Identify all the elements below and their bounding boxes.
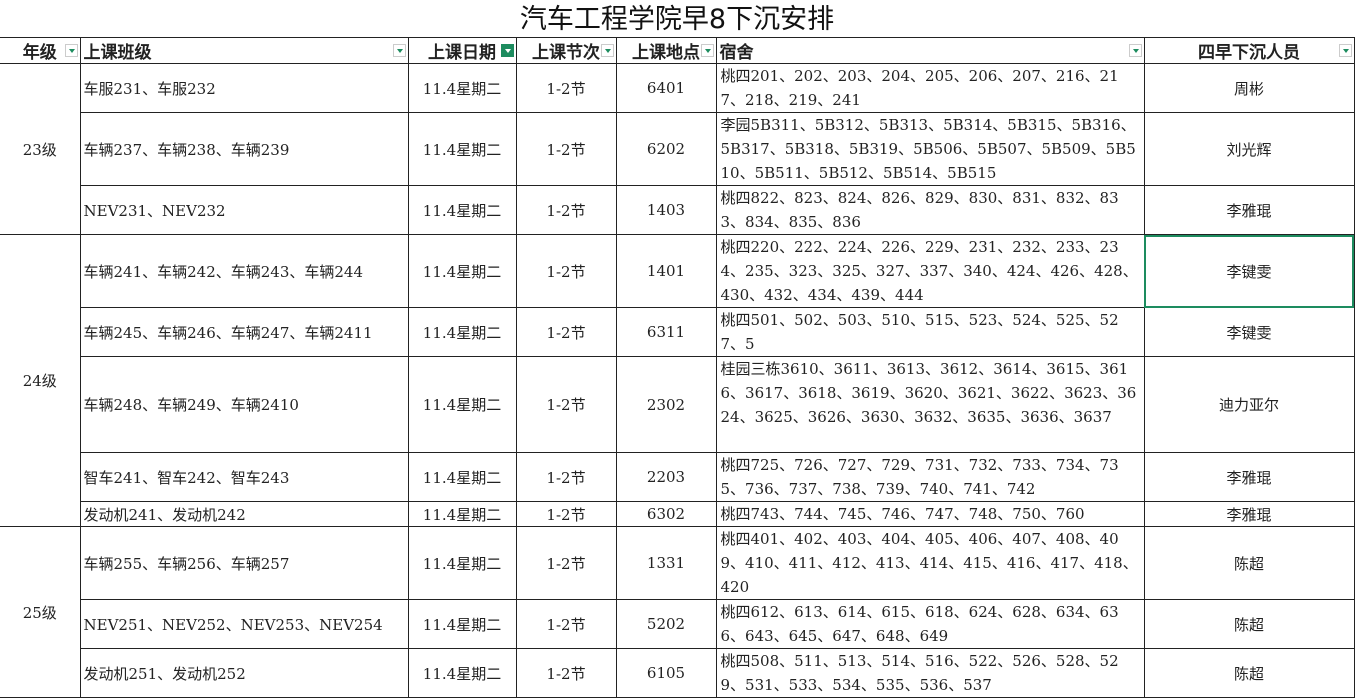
dorm-cell[interactable]: 桃四220、222、224、226、229、231、232、233、234、23… <box>715 234 1145 308</box>
period-cell[interactable]: 1-2节 <box>515 452 617 502</box>
class-cell[interactable]: 发动机251、发动机252 <box>79 648 409 698</box>
period-cell[interactable]: 1-2节 <box>515 599 617 649</box>
class-cell[interactable]: 发动机241、发动机242 <box>79 501 409 527</box>
filter-dropdown-icon[interactable] <box>64 44 78 57</box>
date-cell[interactable]: 11.4星期二 <box>407 63 517 113</box>
filter-dropdown-icon[interactable] <box>700 44 714 57</box>
staff-cell[interactable]: 周彬 <box>1143 63 1355 113</box>
header-dorm[interactable]: 宿舍 <box>715 37 1145 64</box>
date-cell[interactable]: 11.4星期二 <box>407 185 517 235</box>
table-row: 23级 车服231、车服232 11.4星期二 1-2节 6401 桃四201、202、2… <box>0 63 1355 235</box>
header-grade[interactable]: 年级 <box>0 37 81 64</box>
period-cell[interactable]: 1-2节 <box>515 234 617 308</box>
grade-cell[interactable]: 23级 <box>0 63 81 235</box>
period-cell[interactable]: 1-2节 <box>515 356 617 453</box>
date-cell[interactable]: 11.4星期二 <box>407 452 517 502</box>
dorm-cell[interactable]: 桃四725、726、727、729、731、732、733、734、735、73… <box>715 452 1145 502</box>
period-cell[interactable]: 1-2节 <box>515 185 617 235</box>
table-row: 车辆248、车辆249、车辆2410 11.4星期二 1-2节 2302 桂园三栋361… <box>0 356 1355 453</box>
date-cell[interactable]: 11.4星期二 <box>407 307 517 357</box>
room-cell[interactable]: 2203 <box>615 452 717 502</box>
dorm-cell[interactable]: 桃四822、823、824、826、829、830、831、832、833、83… <box>715 185 1145 235</box>
dorm-cell[interactable]: 李园5B311、5B312、5B313、5B314、5B315、5B316、5B… <box>715 112 1145 186</box>
date-cell[interactable]: 11.4星期二 <box>407 112 517 186</box>
dorm-cell[interactable]: 桃四508、511、513、514、516、522、526、528、529、53… <box>715 648 1145 698</box>
room-cell[interactable]: 1401 <box>615 234 717 308</box>
staff-cell[interactable]: 李雅琨 <box>1143 185 1355 235</box>
room-cell[interactable]: 6311 <box>615 307 717 357</box>
table-row: NEV251、NEV252、NEV253、NEV254 11.4星期二 1-2节 52… <box>0 599 1355 649</box>
room-cell[interactable]: 6302 <box>615 501 717 527</box>
period-cell[interactable]: 1-2节 <box>515 112 617 186</box>
date-cell[interactable]: 11.4星期二 <box>407 234 517 308</box>
dorm-cell[interactable]: 桃四401、402、403、404、405、406、407、408、409、41… <box>715 526 1145 600</box>
header-date[interactable]: 上课日期 <box>407 37 517 64</box>
staff-cell[interactable]: 陈超 <box>1143 526 1355 600</box>
table-row: 智车241、智车242、智车243 11.4星期二 1-2节 2203 桃四725、72… <box>0 452 1355 502</box>
class-cell[interactable]: 车辆241、车辆242、车辆243、车辆244 <box>79 234 409 308</box>
room-cell[interactable]: 6105 <box>615 648 717 698</box>
date-cell[interactable]: 11.4星期二 <box>407 526 517 600</box>
table-row: 车辆237、车辆238、车辆239 11.4星期二 1-2节 6202 李园5B311、… <box>0 112 1355 186</box>
filter-active-icon[interactable] <box>500 44 514 57</box>
dorm-cell[interactable]: 桃四743、744、745、746、747、748、750、760 <box>715 501 1145 527</box>
date-cell[interactable]: 11.4星期二 <box>407 648 517 698</box>
period-cell[interactable]: 1-2节 <box>515 501 617 527</box>
date-cell[interactable]: 11.4星期二 <box>407 356 517 453</box>
class-cell[interactable]: 车辆248、车辆249、车辆2410 <box>79 356 409 453</box>
class-cell[interactable]: 车辆255、车辆256、车辆257 <box>79 526 409 600</box>
filter-dropdown-icon[interactable] <box>600 44 614 57</box>
sheet-title: 汽车工程学院早8下沉安排 <box>519 4 835 35</box>
table-row: 发动机251、发动机252 11.4星期二 1-2节 6105 桃四508、511、51… <box>0 648 1355 698</box>
table-row: 发动机241、发动机242 11.4星期二 1-2节 6302 桃四743、744、74… <box>0 501 1355 527</box>
grade-cell[interactable]: 24级 <box>0 234 81 527</box>
header-period[interactable]: 上课节次 <box>515 37 617 64</box>
dorm-cell[interactable]: 桃四612、613、614、615、618、624、628、634、636、64… <box>715 599 1145 649</box>
staff-cell[interactable]: 李键雯 <box>1143 307 1355 357</box>
dorm-cell[interactable]: 桃四201、202、203、204、205、206、207、216、217、21… <box>715 63 1145 113</box>
grade-cell[interactable]: 25级 <box>0 526 81 698</box>
date-cell[interactable]: 11.4星期二 <box>407 501 517 527</box>
dorm-cell[interactable]: 桃四501、502、503、510、515、523、524、525、527、5 <box>715 307 1145 357</box>
staff-cell[interactable]: 李雅琨 <box>1143 452 1355 502</box>
period-cell[interactable]: 1-2节 <box>515 526 617 600</box>
staff-cell[interactable]: 李雅琨 <box>1143 501 1355 527</box>
room-cell[interactable]: 6401 <box>615 63 717 113</box>
header-row: 年级 上课班级 上课日期 上课节次 上课地点 宿舍 四早下沉人员 <box>0 37 1355 64</box>
table-row: NEV231、NEV232 11.4星期二 1-2节 1403 桃四822、823、82… <box>0 185 1355 235</box>
class-cell[interactable]: 车辆237、车辆238、车辆239 <box>79 112 409 186</box>
class-cell[interactable]: NEV231、NEV232 <box>79 185 409 235</box>
period-cell[interactable]: 1-2节 <box>515 63 617 113</box>
filter-dropdown-icon[interactable] <box>392 44 406 57</box>
header-class[interactable]: 上课班级 <box>79 37 409 64</box>
schedule-table: 年级 上课班级 上课日期 上课节次 上课地点 宿舍 四早下沉人员 23级 车服23… <box>0 37 1355 698</box>
date-cell[interactable]: 11.4星期二 <box>407 599 517 649</box>
table-row: 25级 车辆255、车辆256、车辆257 11.4星期二 1-2节 1331 桃四401… <box>0 526 1355 698</box>
staff-cell[interactable]: 迪力亚尔 <box>1143 356 1355 453</box>
class-cell[interactable]: 车服231、车服232 <box>79 63 409 113</box>
period-cell[interactable]: 1-2节 <box>515 307 617 357</box>
room-cell[interactable]: 5202 <box>615 599 717 649</box>
dorm-cell[interactable]: 桂园三栋3610、3611、3613、3612、3614、3615、3616、3… <box>715 356 1145 453</box>
header-room[interactable]: 上课地点 <box>615 37 717 64</box>
period-cell[interactable]: 1-2节 <box>515 648 617 698</box>
filter-dropdown-icon[interactable] <box>1338 44 1352 57</box>
staff-cell[interactable]: 刘光辉 <box>1143 112 1355 186</box>
room-cell[interactable]: 6202 <box>615 112 717 186</box>
class-cell[interactable]: NEV251、NEV252、NEV253、NEV254 <box>79 599 409 649</box>
room-cell[interactable]: 1403 <box>615 185 717 235</box>
staff-cell[interactable]: 陈超 <box>1143 599 1355 649</box>
class-cell[interactable]: 智车241、智车242、智车243 <box>79 452 409 502</box>
class-cell[interactable]: 车辆245、车辆246、车辆247、车辆2411 <box>79 307 409 357</box>
table-row: 24级 车辆241、车辆242、车辆243、车辆244 11.4星期二 1-2节 140… <box>0 234 1355 527</box>
header-staff[interactable]: 四早下沉人员 <box>1143 37 1355 64</box>
filter-dropdown-icon[interactable] <box>1128 44 1142 57</box>
staff-cell[interactable]: 李键雯 <box>1143 234 1355 308</box>
staff-cell[interactable]: 陈超 <box>1143 648 1355 698</box>
room-cell[interactable]: 2302 <box>615 356 717 453</box>
table-row: 车辆245、车辆246、车辆247、车辆2411 11.4星期二 1-2节 6311 桃… <box>0 307 1355 357</box>
empty-grid-column <box>1354 37 1368 694</box>
room-cell[interactable]: 1331 <box>615 526 717 600</box>
